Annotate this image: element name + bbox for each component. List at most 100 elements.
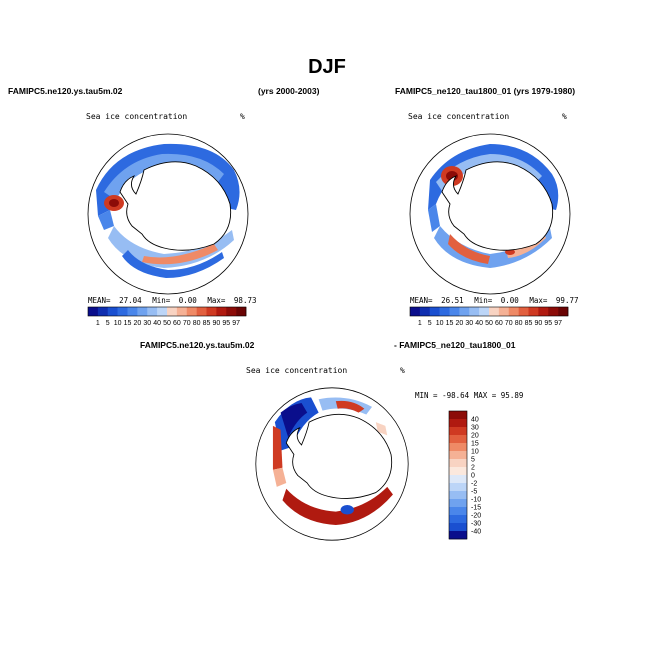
- diff-colorbar-box: [449, 531, 467, 540]
- left-colorbar-label: 40: [153, 320, 161, 327]
- left-stats-max-label: Max=: [207, 296, 226, 305]
- diff-colorbar-label: -2: [471, 481, 477, 488]
- diff-colorbar-label: -40: [471, 529, 481, 536]
- diff-colorbar-box: [449, 491, 467, 500]
- left-stats-mean: 27.04: [119, 296, 142, 305]
- right-colorbar-label: 5: [428, 320, 432, 327]
- left-colorbar-box: [167, 307, 178, 316]
- left-antarctica-outline: [119, 161, 232, 251]
- left-colorbar-label: 85: [203, 320, 211, 327]
- left-colorbar-box: [206, 307, 217, 316]
- right-colorbar-box: [489, 307, 500, 316]
- left-stats: MEAN= 27.04 Min= 0.00 Max= 98.73: [88, 296, 257, 305]
- diff-colorbar-box: [449, 475, 467, 484]
- diff-panel-units: %: [400, 366, 405, 375]
- diff-colorbar-label: -15: [471, 505, 481, 512]
- diff-panel-minmax: MIN = -98.64 MAX = 95.89: [415, 391, 524, 400]
- diff-colorbar-box: [449, 499, 467, 508]
- left-colorbar-box: [196, 307, 207, 316]
- diff-panel-case-a: FAMIPC5.ne120.ys.tau5m.02: [140, 340, 255, 350]
- left-colorbar: 1 5 10 15 20 30 40 50 60 70 80 85 90 95 97: [87, 306, 247, 327]
- diff-colorbar-box: [449, 427, 467, 436]
- left-colorbar-label: 30: [143, 320, 151, 327]
- right-panel-header: FAMIPC5_ne120_tau1800_01 (yrs 1979-1980): [395, 86, 576, 96]
- diff-colorbar-label: -30: [471, 521, 481, 528]
- right-colorbar-label: 85: [525, 320, 533, 327]
- right-colorbar-box: [459, 307, 470, 316]
- right-colorbar-label: 10: [436, 320, 444, 327]
- right-panel-units: %: [562, 112, 567, 121]
- right-stats-max-label: Max=: [529, 296, 548, 305]
- right-colorbar-label: 60: [495, 320, 503, 327]
- diff-colorbar-box: [449, 467, 467, 476]
- left-colorbar-box: [147, 307, 158, 316]
- left-colorbar-label: 1: [96, 320, 100, 327]
- right-colorbar-box: [508, 307, 519, 316]
- diff-colorbar-box: [449, 435, 467, 444]
- left-colorbar-label: 10: [114, 320, 122, 327]
- diff-sea-ice-field: [272, 397, 393, 525]
- left-panel-units: %: [240, 112, 245, 121]
- right-colorbar-label: 70: [505, 320, 513, 327]
- left-colorbar-box: [226, 307, 237, 316]
- diff-colorbar-label: 20: [471, 433, 479, 440]
- right-antarctica-outline: [441, 161, 554, 251]
- left-stats-min-label: Min=: [152, 296, 171, 305]
- right-colorbar-box: [429, 307, 440, 316]
- right-colorbar-box: [469, 307, 480, 316]
- right-colorbar-box: [449, 307, 460, 316]
- left-colorbar-label: 95: [222, 320, 230, 327]
- right-colorbar-label: 30: [465, 320, 473, 327]
- diff-antarctica-outline: [285, 413, 393, 499]
- left-colorbar-label: 50: [163, 320, 171, 327]
- diff-colorbar-label: -5: [471, 489, 477, 496]
- diff-colorbar-box: [449, 451, 467, 460]
- diff-colorbar-box: [449, 443, 467, 452]
- diff-colorbar-label: 0: [471, 473, 475, 480]
- left-colorbar-box: [216, 307, 227, 316]
- left-colorbar-box: [157, 307, 168, 316]
- left-colorbar-box: [186, 307, 197, 316]
- right-colorbar-label: 20: [455, 320, 463, 327]
- right-panel-variable: Sea ice concentration: [408, 112, 510, 121]
- left-panel-variable: Sea ice concentration: [86, 112, 188, 121]
- right-colorbar-label: 90: [534, 320, 542, 327]
- right-colorbar-label: 40: [475, 320, 483, 327]
- right-colorbar-box: [528, 307, 539, 316]
- right-colorbar-label: 97: [554, 320, 562, 327]
- right-colorbar-box: [410, 307, 421, 316]
- diff-colorbar-label: 5: [471, 457, 475, 464]
- left-polar-map: [87, 133, 249, 295]
- left-colorbar-box: [127, 307, 138, 316]
- right-colorbar-label: 80: [515, 320, 523, 327]
- left-colorbar-box: [176, 307, 188, 316]
- right-colorbar-box: [548, 307, 559, 316]
- right-polar-map: [409, 133, 571, 295]
- left-colorbar-label: 15: [124, 320, 132, 327]
- diff-panel-case-b: - FAMIPC5_ne120_tau1800_01: [394, 340, 516, 350]
- diff-polar-map: [255, 387, 409, 541]
- left-colorbar-label: 80: [193, 320, 201, 327]
- right-colorbar: 1 5 10 15 20 30 40 50 60 70 80 85 90 95 97: [409, 306, 569, 327]
- diff-colorbar-label: 10: [471, 449, 479, 456]
- left-colorbar-label: 70: [183, 320, 191, 327]
- left-colorbar-box: [88, 307, 99, 316]
- right-stats: MEAN= 26.51 Min= 0.00 Max= 99.77: [410, 296, 579, 305]
- diff-colorbar-box: [449, 411, 467, 420]
- left-stats-min: 0.00: [178, 296, 197, 305]
- right-colorbar-box: [479, 307, 490, 316]
- left-stats-mean-label: MEAN=: [88, 296, 111, 305]
- diff-colorbar-box: [449, 419, 467, 428]
- left-colorbar-box: [97, 307, 109, 316]
- left-panel-years: (yrs 2000-2003): [258, 86, 320, 96]
- right-colorbar-label: 50: [485, 320, 493, 327]
- diff-colorbar-label: 15: [471, 441, 479, 448]
- page-title: DJF: [308, 56, 346, 78]
- right-stats-mean-label: MEAN=: [410, 296, 433, 305]
- diff-colorbar-label: -20: [471, 513, 481, 520]
- diff-panel-variable: Sea ice concentration: [246, 366, 348, 375]
- right-colorbar-box: [439, 307, 450, 316]
- left-colorbar-label: 60: [173, 320, 181, 327]
- right-colorbar-box: [538, 307, 549, 316]
